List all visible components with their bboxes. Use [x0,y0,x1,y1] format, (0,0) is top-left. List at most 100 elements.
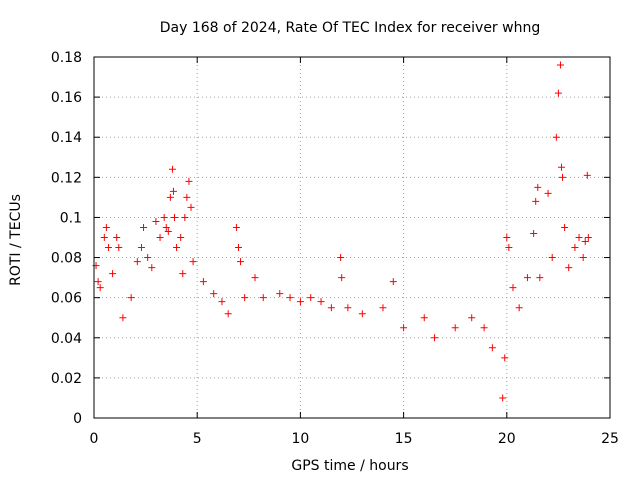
data-point [420,314,428,322]
data-point [276,290,284,298]
data-point [338,274,346,282]
data-point [581,238,589,246]
data-point [544,189,552,197]
x-tick-label: 25 [601,431,619,447]
data-point [515,304,523,312]
data-point [557,163,565,171]
y-tick-label: 0.06 [51,291,82,307]
data-point [536,274,544,282]
y-axis-title: ROTI / TECUs [8,194,24,286]
data-point [259,294,267,302]
data-point [119,314,127,322]
data-point [400,324,408,332]
x-tick-label: 10 [291,431,309,447]
data-point [170,213,178,221]
x-tick-label: 15 [395,431,413,447]
x-axis-title: GPS time / hours [291,458,408,474]
data-point [179,270,187,278]
data-point [561,223,569,231]
data-point [571,244,579,252]
data-point [166,193,174,201]
data-point [565,264,573,272]
data-point [358,310,366,318]
data-point [559,173,567,181]
data-point [162,223,170,231]
data-point [379,304,387,312]
data-point [109,270,117,278]
data-point [102,223,110,231]
data-point [488,344,496,352]
data-point [100,234,108,241]
data-point [296,298,304,306]
data-point [317,298,325,306]
data-point [181,213,189,221]
data-point [503,234,511,241]
data-point [451,324,459,332]
data-point [337,254,345,262]
data-point [185,177,193,185]
grid [94,57,610,418]
data-point [173,244,181,252]
data-point [344,304,352,312]
y-tick-label: 0.16 [51,90,82,106]
y-tick-label: 0.12 [51,170,82,186]
data-point [210,290,218,298]
data-point [505,244,513,252]
data-point [251,274,259,282]
data-point [552,133,560,141]
data-point [575,234,583,241]
data-point [187,203,195,211]
data-point [156,234,164,241]
data-point [168,165,176,173]
data-point [431,334,439,342]
data-point [152,217,160,225]
data-point [177,234,185,241]
chart-title: Day 168 of 2024, Rate Of TEC Index for r… [160,20,540,36]
data-point [530,229,538,237]
data-point [218,298,226,306]
data-point [169,187,177,195]
plot-frame [93,56,611,419]
data-point [241,294,249,302]
data-point [554,89,562,97]
data-point [583,171,591,179]
data-point [468,314,476,322]
data-point [144,254,152,262]
x-tick-label: 0 [90,431,99,447]
data-point [523,274,531,282]
data-point [234,244,242,252]
data-point [127,294,135,302]
data-point [548,254,556,262]
y-tick-label: 0.04 [51,331,82,347]
data-point [160,213,168,221]
data-point [199,278,207,286]
tick-labels: 0 5 10 15 20 25 0 0.02 0.04 0.06 0.08 0.1 0.12 0.14 0.… [51,50,619,447]
data-point [224,310,232,318]
data-point [164,227,172,235]
y-tick-label: 0.18 [51,50,82,66]
data-point [579,254,587,262]
data-point [499,394,507,402]
data-point [509,284,517,292]
data-point [389,278,397,286]
data-point [140,223,148,231]
data-point [327,304,335,312]
y-tick-label: 0.1 [60,210,82,226]
axis-ticks [93,56,611,419]
data-point [94,278,102,286]
data-point [232,223,240,231]
data-point [115,244,123,252]
y-tick-label: 0.14 [51,130,82,146]
data-point [307,294,315,302]
data-point [133,258,141,266]
data-point [286,294,294,302]
data-point [148,264,156,272]
y-tick-label: 0.02 [51,371,82,387]
y-tick-label: 0 [73,411,82,427]
data-point [501,354,509,362]
x-tick-label: 5 [193,431,202,447]
data-point [189,258,197,266]
x-tick-label: 20 [498,431,516,447]
data-point [104,244,112,252]
